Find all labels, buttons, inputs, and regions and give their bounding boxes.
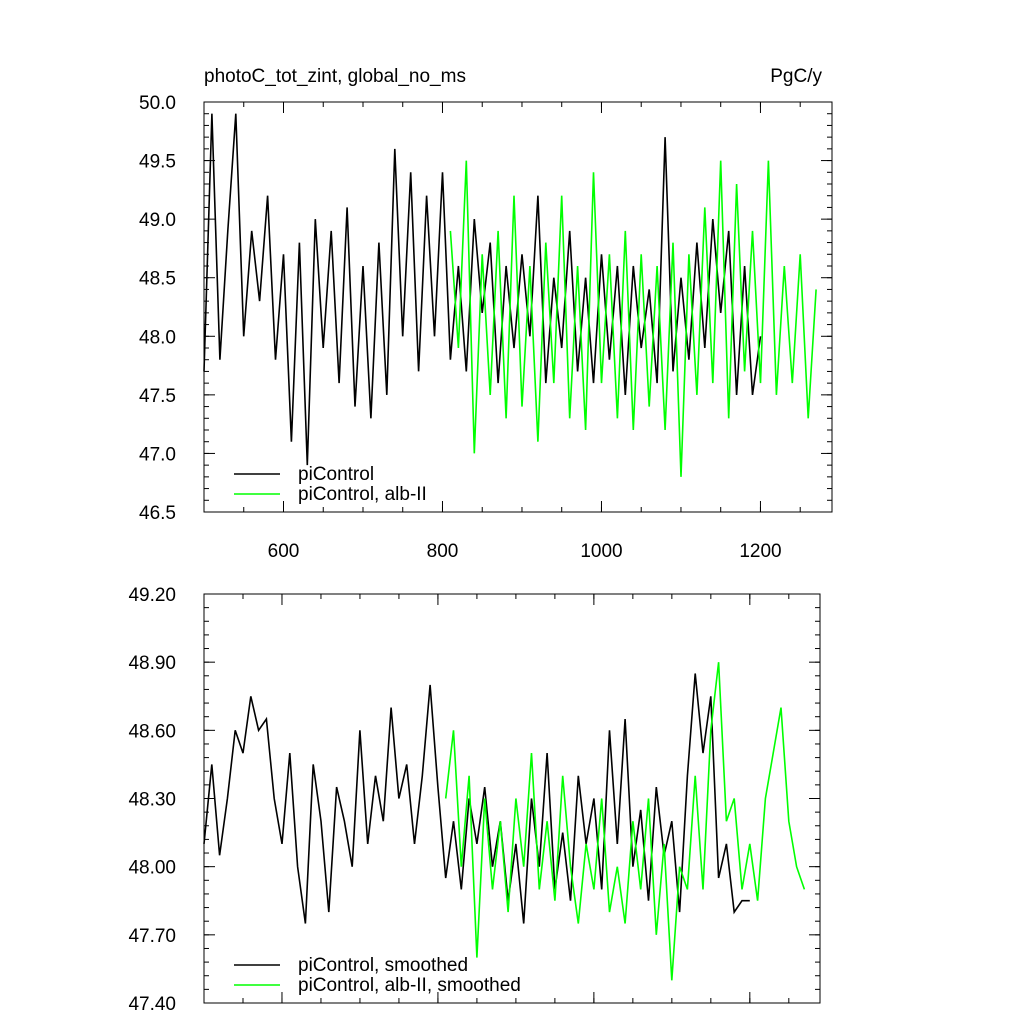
- y-tick-label: 49.5: [139, 152, 176, 173]
- legend-label: piControl, alb-II, smoothed: [298, 975, 521, 996]
- x-tick-label: 1200: [739, 541, 781, 562]
- y-tick-label: 48.60: [128, 721, 176, 742]
- y-tick-label: 47.40: [128, 994, 176, 1015]
- x-tick-label: 1000: [580, 541, 622, 562]
- y-tick-label: 47.5: [139, 386, 176, 407]
- data-line: [444, 662, 806, 981]
- y-tick-label: 48.0: [139, 327, 176, 348]
- x-tick-label: 600: [268, 541, 300, 562]
- legend-label: piControl: [298, 464, 374, 485]
- x-tick-label: 800: [427, 541, 459, 562]
- legend-label: piControl, smoothed: [298, 955, 468, 976]
- y-tick-label: 47.70: [128, 926, 176, 947]
- y-tick-label: 48.00: [128, 858, 176, 879]
- y-tick-label: 47.0: [139, 444, 176, 465]
- y-tick-label: 48.30: [128, 790, 176, 811]
- data-line: [203, 113, 762, 466]
- y-tick-label: 49.0: [139, 210, 176, 231]
- plot-frame: [203, 101, 833, 513]
- chart-title: photoC_tot_zint, global_no_ms: [204, 66, 466, 87]
- data-line: [449, 160, 817, 477]
- y-tick-label: 49.20: [128, 585, 176, 606]
- legend-label: piControl, alb-II: [298, 484, 427, 505]
- y-tick-label: 48.90: [128, 653, 176, 674]
- y-tick-label: 48.5: [139, 269, 176, 290]
- units-label: PgC/y: [770, 66, 822, 87]
- y-tick-label: 50.0: [139, 93, 176, 114]
- data-line: [203, 673, 750, 924]
- plot-frame: [203, 593, 821, 1004]
- y-tick-label: 46.5: [139, 503, 176, 524]
